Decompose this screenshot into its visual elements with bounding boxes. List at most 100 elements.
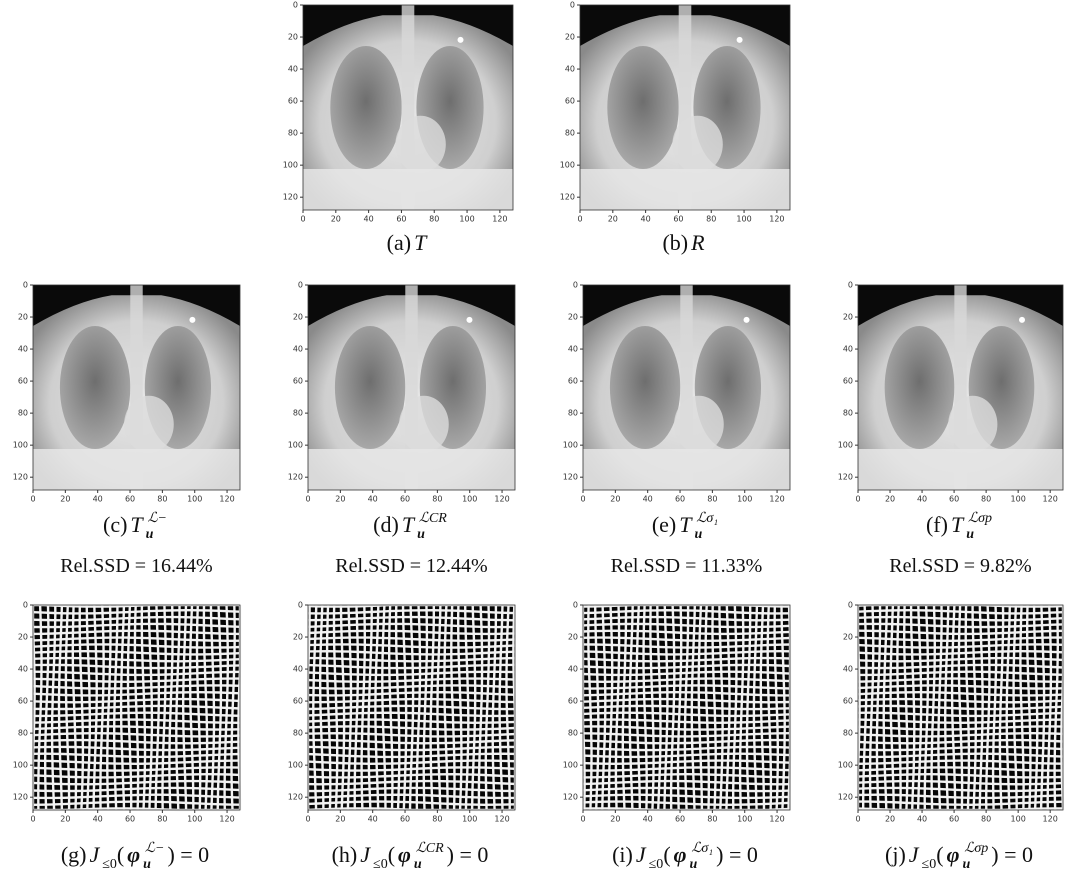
y-tick-label: 20 [18,313,28,322]
caption: (a)T [387,230,430,256]
caption-part: ( [388,842,395,867]
x-tick-label: 80 [157,495,167,504]
xray-lower [33,449,240,490]
x-tick-label: 40 [643,495,653,504]
y-tick-label: 60 [293,697,303,706]
xray-lung [610,326,680,449]
y-tick-label: 0 [573,601,578,610]
caption: (f)Tuℒσp [926,510,995,543]
y-tick-label: 120 [288,473,303,482]
caption-part: ) = 0 [716,842,758,867]
xray-marker [189,317,195,323]
x-tick-label: 40 [368,815,378,824]
caption-part: u [417,527,425,542]
x-tick-label: 60 [675,815,685,824]
caption-part: ℒσp [964,841,988,856]
caption-part: φ [947,842,960,867]
x-tick-label: 100 [187,495,202,504]
y-tick-label: 80 [843,409,853,418]
xray-marker [1019,317,1025,323]
x-tick-label: 80 [429,215,439,224]
x-tick-label: 80 [981,815,991,824]
caption-part: T [402,512,414,537]
xray-lung [607,46,678,169]
x-tick-label: 100 [1011,495,1026,504]
x-tick-label: 0 [305,815,310,824]
y-tick-label: 100 [838,441,853,450]
y-tick-label: 100 [838,761,853,770]
x-tick-label: 0 [305,495,310,504]
caption: (e)Tuℒσ₁ [652,510,721,543]
x-tick-label: 120 [219,815,234,824]
y-tick-label: 40 [843,665,853,674]
x-tick-label: 100 [737,495,752,504]
caption-part: J [909,842,919,867]
x-tick-label: 120 [769,815,784,824]
x-tick-label: 40 [93,815,103,824]
y-tick-label: 120 [838,793,853,802]
x-tick-label: 100 [459,215,474,224]
y-tick-label: 120 [563,793,578,802]
x-tick-label: 80 [707,495,717,504]
y-tick-label: 40 [843,345,853,354]
y-tick-label: 20 [843,633,853,642]
x-tick-label: 0 [30,815,35,824]
caption-part: ( [117,842,124,867]
y-tick-label: 120 [13,793,28,802]
caption-part: (f) [926,512,948,537]
y-tick-label: 40 [18,345,28,354]
caption-part: ℒCR [416,841,444,856]
caption-part: ) = 0 [991,842,1033,867]
x-tick-label: 60 [125,815,135,824]
xray-marker [744,317,750,323]
caption-part: ℒCR [419,511,447,526]
x-tick-label: 100 [737,815,752,824]
y-tick-label: 20 [18,633,28,642]
caption-part: ℒ− [147,511,167,526]
xray-heart [672,116,722,173]
y-tick-label: 80 [18,729,28,738]
caption-part: (i) [612,842,633,867]
x-tick-label: 40 [917,495,927,504]
y-tick-label: 100 [288,761,303,770]
x-tick-label: 80 [432,815,442,824]
xray-heart [948,396,997,453]
y-tick-label: 120 [563,473,578,482]
panel: 002020404060608080100100120120 [288,281,515,504]
y-tick-label: 0 [23,281,28,290]
caption-part: φ [674,842,687,867]
xray-marker [737,37,743,43]
y-tick-label: 0 [573,281,578,290]
y-tick-label: 40 [293,345,303,354]
x-tick-label: 120 [1043,495,1058,504]
caption: (g)J≤0(φuℒ−) = 0 [61,840,212,873]
caption-part: ≤0 [922,857,937,872]
y-tick-label: 0 [848,601,853,610]
caption-part: ≤0 [373,857,388,872]
y-tick-label: 0 [23,601,28,610]
x-tick-label: 40 [364,215,374,224]
y-tick-label: 80 [18,409,28,418]
caption-part: (d) [373,512,399,537]
y-tick-label: 120 [13,473,28,482]
caption-part: ) = 0 [167,842,209,867]
x-tick-label: 100 [187,815,202,824]
x-tick-label: 60 [949,815,959,824]
y-tick-label: 40 [288,65,298,74]
y-tick-label: 0 [848,281,853,290]
x-tick-label: 20 [335,815,345,824]
x-tick-label: 100 [736,215,751,224]
y-tick-label: 40 [568,665,578,674]
y-tick-label: 40 [18,665,28,674]
x-tick-label: 100 [1011,815,1026,824]
x-tick-label: 20 [331,215,341,224]
caption-part: J [360,842,370,867]
x-tick-label: 60 [396,215,406,224]
panel: 002020404060608080100100120120 [13,281,240,504]
caption-part: ℒσp [968,511,992,526]
x-tick-label: 80 [157,815,167,824]
xray-lower [583,449,790,490]
y-tick-label: 120 [288,793,303,802]
x-tick-label: 0 [580,495,585,504]
